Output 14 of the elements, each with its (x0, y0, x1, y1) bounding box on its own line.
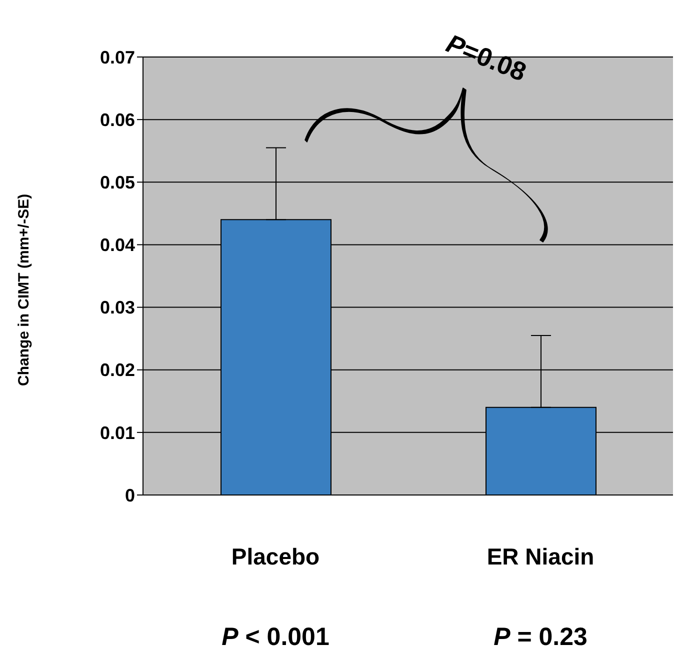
y-tick-label: 0.06 (100, 110, 135, 130)
text: P = 0.23 (494, 623, 588, 651)
y-tick-label: 0.07 (100, 47, 135, 68)
y-tick-label: 0.01 (100, 422, 135, 443)
y-tick-label: 0.03 (100, 298, 135, 318)
y-tick-label: 0.05 (100, 172, 135, 193)
y-tick-label: 0.04 (100, 235, 135, 256)
x-tick-label: ER Niacin (486, 543, 594, 570)
annotation: P=0.08 (442, 28, 531, 88)
y-axis-title: Change in CIMT (mm+/-SE) (15, 194, 32, 386)
x-tick-label: Placebo (231, 543, 320, 570)
y-tick-label: 0.02 (100, 360, 135, 380)
y-tick-label: 0 (124, 485, 135, 506)
text: P < 0.001 (222, 623, 330, 651)
